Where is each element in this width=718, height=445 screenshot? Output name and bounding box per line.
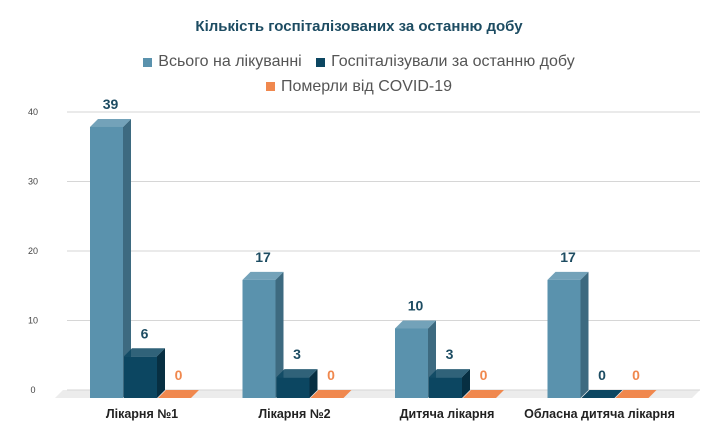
bar-top bbox=[124, 348, 165, 357]
y-tick-label: 20 bbox=[28, 246, 38, 256]
chart-floor bbox=[55, 390, 700, 398]
legend-label: Госпіталізували за останню добу bbox=[331, 53, 575, 70]
data-label: 0 bbox=[632, 367, 640, 383]
x-category-label: Лікарня №2 bbox=[258, 407, 330, 421]
chart-title: Кількість госпіталізованих за останню до… bbox=[195, 18, 523, 35]
y-tick-label: 30 bbox=[28, 177, 38, 187]
bar-flat bbox=[615, 390, 657, 398]
y-tick-label: 10 bbox=[28, 316, 38, 326]
x-category-label: Дитяча лікарня bbox=[400, 407, 495, 421]
bar-flat bbox=[310, 390, 352, 398]
legend-item-total: Всього на лікуванні bbox=[143, 50, 302, 74]
data-label: 0 bbox=[175, 367, 183, 383]
data-label: 3 bbox=[293, 346, 301, 362]
bar bbox=[242, 279, 276, 398]
legend-item-hospitalized: Госпіталізували за останню добу bbox=[316, 50, 575, 74]
bar-top bbox=[276, 369, 318, 378]
bar bbox=[90, 126, 123, 398]
legend-swatch bbox=[266, 82, 275, 91]
data-label: 0 bbox=[480, 367, 488, 383]
bar-top bbox=[429, 369, 470, 378]
bar-flat bbox=[463, 390, 504, 398]
y-tick-label: 40 bbox=[28, 107, 38, 117]
bar-side bbox=[157, 348, 165, 398]
bar-side bbox=[580, 271, 589, 398]
bar bbox=[429, 377, 462, 398]
bar-top bbox=[547, 271, 589, 280]
data-label: 17 bbox=[560, 249, 576, 265]
legend-label: Померли від COVID-19 bbox=[281, 77, 452, 95]
x-category-label: Лікарня №1 bbox=[106, 407, 178, 421]
bar bbox=[124, 356, 157, 398]
bar-side bbox=[275, 271, 284, 398]
bar bbox=[547, 279, 581, 398]
bar-top bbox=[242, 271, 284, 280]
bar-side bbox=[123, 118, 131, 398]
legend-label: Всього на лікуванні bbox=[158, 53, 302, 70]
bar-flat bbox=[158, 390, 199, 398]
data-label: 6 bbox=[141, 325, 149, 341]
bar-top bbox=[395, 320, 436, 329]
bar-side bbox=[462, 369, 470, 398]
bar-side bbox=[309, 369, 318, 398]
bar bbox=[395, 328, 428, 398]
data-label: 0 bbox=[327, 367, 335, 383]
bar-flat bbox=[581, 390, 623, 398]
x-category-label: Обласна дитяча лікарня bbox=[524, 407, 675, 421]
data-label: 0 bbox=[598, 367, 606, 383]
bar bbox=[276, 377, 310, 398]
y-tick-label: 0 bbox=[30, 385, 35, 395]
data-label: 10 bbox=[408, 298, 424, 314]
data-label: 39 bbox=[103, 96, 119, 112]
data-label: 3 bbox=[446, 346, 454, 362]
legend-item-deaths: Померли від COVID-19 bbox=[266, 75, 452, 99]
data-label: 17 bbox=[255, 249, 271, 265]
legend-swatch bbox=[316, 57, 326, 67]
bar-top bbox=[90, 118, 131, 127]
legend-swatch bbox=[143, 57, 153, 67]
chart-legend: Всього на лікуванні Госпіталізували за о… bbox=[0, 50, 718, 99]
